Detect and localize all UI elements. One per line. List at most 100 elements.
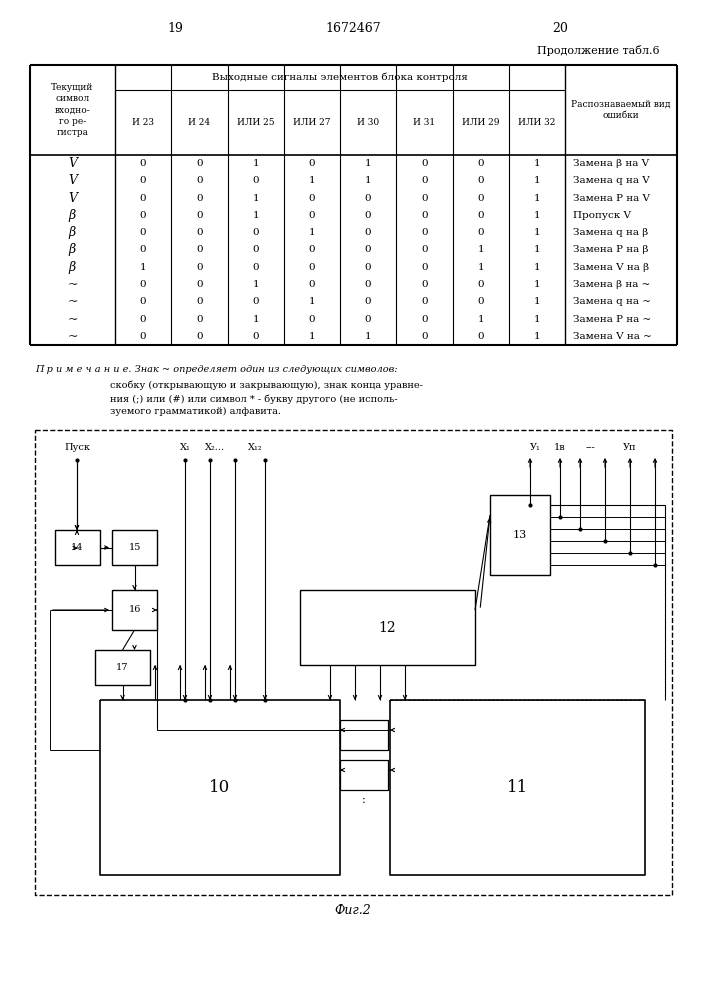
Text: 0: 0	[196, 315, 203, 324]
Text: 1: 1	[534, 194, 540, 203]
Text: ---: ---	[585, 444, 595, 452]
Text: Выходные сигналы элементов блока контроля: Выходные сигналы элементов блока контрол…	[212, 73, 468, 82]
Text: 0: 0	[252, 297, 259, 306]
Text: 0: 0	[421, 176, 428, 185]
Text: 0: 0	[421, 263, 428, 272]
Text: 1: 1	[534, 315, 540, 324]
Text: V: V	[68, 157, 77, 170]
Text: 0: 0	[477, 280, 484, 289]
Text: 1: 1	[534, 263, 540, 272]
Text: 0: 0	[140, 228, 146, 237]
Text: ИЛИ 29: ИЛИ 29	[462, 118, 499, 127]
Text: 0: 0	[308, 245, 315, 254]
Text: β: β	[69, 209, 76, 222]
Text: 1: 1	[477, 245, 484, 254]
Text: 1: 1	[308, 176, 315, 185]
Text: 1в: 1в	[554, 444, 566, 452]
Text: 0: 0	[140, 159, 146, 168]
Text: 0: 0	[365, 245, 371, 254]
Text: :: :	[362, 795, 366, 805]
Text: ИЛИ 25: ИЛИ 25	[237, 118, 274, 127]
Text: ~: ~	[67, 330, 78, 343]
Text: 0: 0	[477, 159, 484, 168]
Text: 0: 0	[196, 332, 203, 341]
Text: Замена q на V: Замена q на V	[573, 176, 650, 185]
Text: 0: 0	[308, 280, 315, 289]
Text: 0: 0	[477, 228, 484, 237]
Text: 0: 0	[477, 332, 484, 341]
Text: ния (;) или (#) или символ * - букву другого (не исполь-: ния (;) или (#) или символ * - букву дру…	[110, 394, 397, 403]
Text: 0: 0	[308, 315, 315, 324]
Text: Распознаваемый вид
ошибки: Распознаваемый вид ошибки	[571, 100, 671, 120]
Text: 0: 0	[140, 280, 146, 289]
Text: Пуск: Пуск	[64, 444, 90, 452]
Text: 1: 1	[534, 228, 540, 237]
Text: Замена P на ~: Замена P на ~	[573, 315, 651, 324]
Text: β: β	[69, 261, 76, 274]
Text: 0: 0	[308, 211, 315, 220]
Text: 12: 12	[379, 620, 397, 635]
Text: 0: 0	[421, 159, 428, 168]
Text: 0: 0	[140, 176, 146, 185]
Text: Пропуск V: Пропуск V	[573, 211, 631, 220]
Text: Замена V на β: Замена V на β	[573, 263, 649, 272]
Text: 0: 0	[365, 211, 371, 220]
Text: 0: 0	[421, 315, 428, 324]
Text: 1: 1	[140, 263, 146, 272]
Text: ~: ~	[67, 295, 78, 308]
Text: 1: 1	[534, 332, 540, 341]
Text: 1: 1	[308, 228, 315, 237]
Text: 0: 0	[140, 315, 146, 324]
Text: 11: 11	[507, 779, 528, 796]
Text: 1: 1	[365, 332, 371, 341]
Text: Замена V на ~: Замена V на ~	[573, 332, 652, 341]
Text: 0: 0	[365, 194, 371, 203]
Text: ИЛИ 27: ИЛИ 27	[293, 118, 331, 127]
Text: И 30: И 30	[357, 118, 379, 127]
Text: X₁: X₁	[180, 444, 190, 452]
Text: ~: ~	[67, 313, 78, 326]
Text: V: V	[68, 174, 77, 187]
Text: Замена P на β: Замена P на β	[573, 245, 648, 254]
Text: У₁: У₁	[530, 444, 540, 452]
Text: 0: 0	[252, 263, 259, 272]
Text: ~: ~	[67, 278, 78, 291]
Text: 0: 0	[140, 211, 146, 220]
Text: 13: 13	[513, 530, 527, 540]
Text: 0: 0	[421, 280, 428, 289]
Text: Замена β на ~: Замена β на ~	[573, 280, 650, 289]
Text: 0: 0	[196, 228, 203, 237]
Text: 0: 0	[196, 159, 203, 168]
Text: X₁₂: X₁₂	[247, 444, 262, 452]
Text: 0: 0	[196, 211, 203, 220]
Text: скобку (открывающую и закрывающую), знак конца уравне-: скобку (открывающую и закрывающую), знак…	[110, 381, 423, 390]
Text: 0: 0	[196, 176, 203, 185]
Text: И 31: И 31	[414, 118, 436, 127]
Text: 15: 15	[128, 543, 141, 552]
Text: β: β	[69, 226, 76, 239]
Text: 0: 0	[421, 211, 428, 220]
Text: Замена P на V: Замена P на V	[573, 194, 650, 203]
Text: ИЛИ 32: ИЛИ 32	[518, 118, 556, 127]
Text: 0: 0	[196, 263, 203, 272]
Text: 0: 0	[140, 297, 146, 306]
Text: 1: 1	[252, 280, 259, 289]
Text: 0: 0	[252, 245, 259, 254]
Text: 1: 1	[252, 194, 259, 203]
Text: 1672467: 1672467	[325, 21, 381, 34]
Text: 0: 0	[365, 280, 371, 289]
Text: 1: 1	[252, 315, 259, 324]
Text: 19: 19	[167, 21, 183, 34]
Text: 0: 0	[196, 280, 203, 289]
Text: 1: 1	[534, 176, 540, 185]
Text: 0: 0	[196, 297, 203, 306]
Text: 1: 1	[477, 315, 484, 324]
Text: зуемого грамматикой) алфавита.: зуемого грамматикой) алфавита.	[110, 407, 281, 416]
Text: Замена β на V: Замена β на V	[573, 159, 649, 168]
Text: 0: 0	[365, 297, 371, 306]
Text: 17: 17	[116, 663, 129, 672]
Text: 0: 0	[421, 194, 428, 203]
Text: Замена q на ~: Замена q на ~	[573, 297, 651, 306]
Text: 0: 0	[477, 297, 484, 306]
Text: И 23: И 23	[132, 118, 154, 127]
